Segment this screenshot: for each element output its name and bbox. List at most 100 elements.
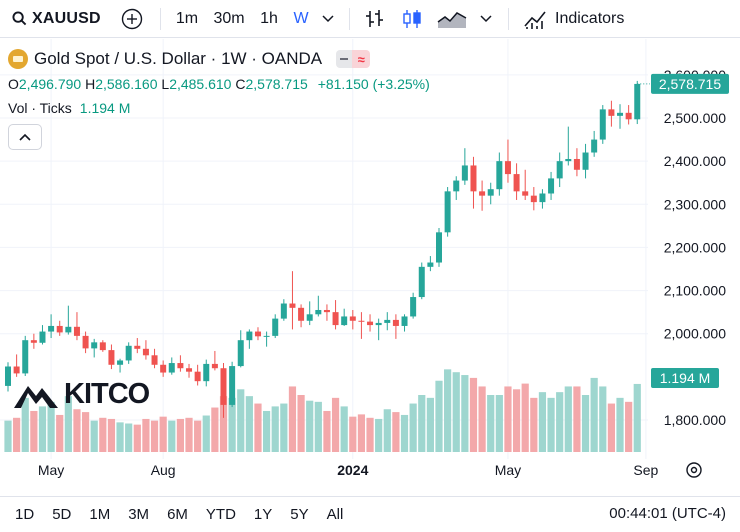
candle-body[interactable] bbox=[125, 345, 132, 361]
candle-body[interactable] bbox=[177, 363, 184, 369]
candle-body[interactable] bbox=[539, 193, 546, 203]
candle-body[interactable] bbox=[341, 316, 348, 326]
candle-body[interactable] bbox=[117, 360, 124, 365]
legend-controls[interactable]: ≈ bbox=[336, 50, 371, 68]
candle-body[interactable] bbox=[427, 262, 434, 267]
candle-body[interactable] bbox=[461, 165, 468, 181]
minus-icon[interactable] bbox=[336, 50, 353, 68]
candle-body[interactable] bbox=[5, 366, 11, 386]
interval-1m[interactable]: 1m bbox=[175, 9, 199, 27]
candle-body[interactable] bbox=[22, 340, 29, 374]
area-style-button[interactable] bbox=[430, 0, 474, 38]
candle-body[interactable] bbox=[436, 232, 442, 263]
candle-body[interactable] bbox=[375, 322, 382, 326]
chart-type-dropdown[interactable] bbox=[474, 0, 498, 38]
collapse-legend-button[interactable] bbox=[8, 124, 42, 150]
candle-body[interactable] bbox=[349, 316, 356, 321]
candle-body[interactable] bbox=[401, 316, 408, 326]
candle-body[interactable] bbox=[186, 368, 193, 372]
interval-1h[interactable]: 1h bbox=[260, 9, 278, 27]
candle-body[interactable] bbox=[82, 335, 89, 349]
candle-body[interactable] bbox=[315, 309, 322, 315]
candle-body[interactable] bbox=[591, 139, 598, 153]
candle-body[interactable] bbox=[39, 331, 46, 343]
range-3m[interactable]: 3M bbox=[128, 506, 150, 523]
candle-body[interactable] bbox=[65, 326, 72, 333]
candle-body[interactable] bbox=[504, 161, 511, 175]
price-chart[interactable]: 2,600.0002,500.0002,400.0002,300.0002,20… bbox=[0, 39, 740, 496]
symbol-search[interactable]: XAUUSD bbox=[0, 0, 110, 38]
interval-dropdown[interactable] bbox=[315, 0, 341, 38]
candle-body[interactable] bbox=[608, 109, 615, 116]
range-ytd[interactable]: YTD bbox=[205, 506, 236, 523]
candle-body[interactable] bbox=[254, 331, 261, 337]
range-1y[interactable]: 1Y bbox=[253, 506, 273, 523]
candle-body[interactable] bbox=[13, 366, 20, 374]
candle-body[interactable] bbox=[496, 161, 503, 190]
range-5d[interactable]: 5D bbox=[52, 506, 72, 523]
range-5y[interactable]: 5Y bbox=[290, 506, 309, 523]
candle-body[interactable] bbox=[263, 335, 270, 337]
candle-body[interactable] bbox=[470, 165, 477, 192]
settings-icon[interactable] bbox=[686, 462, 702, 478]
candle-body[interactable] bbox=[211, 363, 218, 369]
range-1m[interactable]: 1M bbox=[89, 506, 111, 523]
candle-body[interactable] bbox=[384, 319, 391, 323]
candle-body[interactable] bbox=[91, 342, 98, 349]
range-1d[interactable]: 1D bbox=[15, 506, 35, 523]
candle-body[interactable] bbox=[151, 355, 158, 365]
interval-weekly[interactable]: W bbox=[293, 9, 309, 27]
candle-body[interactable] bbox=[410, 297, 417, 317]
bar-style-button[interactable] bbox=[356, 0, 394, 38]
add-compare-button[interactable] bbox=[110, 0, 154, 38]
candle-body[interactable] bbox=[453, 180, 460, 192]
candle-body[interactable] bbox=[556, 161, 563, 179]
candle-body[interactable] bbox=[194, 371, 201, 382]
candle-body[interactable] bbox=[298, 307, 305, 321]
candle-body[interactable] bbox=[548, 178, 555, 194]
candle-body[interactable] bbox=[280, 303, 287, 319]
candle-body[interactable] bbox=[513, 174, 520, 192]
candle-body[interactable] bbox=[48, 325, 55, 332]
candle-body[interactable] bbox=[444, 191, 451, 233]
candle-body[interactable] bbox=[530, 195, 537, 203]
candle-style-button[interactable] bbox=[394, 0, 430, 38]
candle-body[interactable] bbox=[220, 368, 227, 405]
candle-body[interactable] bbox=[392, 319, 399, 326]
range-6m[interactable]: 6M bbox=[167, 506, 188, 523]
candle-body[interactable] bbox=[203, 363, 210, 382]
candle-body[interactable] bbox=[565, 158, 572, 162]
candle-body[interactable] bbox=[625, 112, 632, 120]
wave-icon[interactable]: ≈ bbox=[352, 50, 371, 68]
candle-body[interactable] bbox=[487, 189, 494, 196]
candle-body[interactable] bbox=[323, 309, 330, 313]
candle-body[interactable] bbox=[479, 191, 486, 196]
candle-body[interactable] bbox=[522, 191, 529, 196]
candle-body[interactable] bbox=[160, 364, 167, 373]
candle-body[interactable] bbox=[237, 340, 244, 367]
candle-body[interactable] bbox=[56, 325, 63, 333]
candle-body[interactable] bbox=[108, 350, 115, 365]
candle-body[interactable] bbox=[418, 266, 425, 298]
candle-body[interactable] bbox=[99, 342, 106, 351]
candle-body[interactable] bbox=[142, 348, 149, 356]
candle-body[interactable] bbox=[246, 331, 253, 341]
candle-body[interactable] bbox=[573, 158, 580, 170]
candle-body[interactable] bbox=[367, 321, 374, 326]
candle-body[interactable] bbox=[272, 318, 279, 336]
interval-30m[interactable]: 30m bbox=[213, 9, 245, 27]
candle-body[interactable] bbox=[582, 152, 589, 170]
candle-body[interactable] bbox=[358, 320, 365, 322]
indicators-button[interactable]: Indicators bbox=[515, 0, 632, 38]
candle-body[interactable] bbox=[634, 83, 641, 120]
candle-body[interactable] bbox=[289, 303, 296, 308]
candle-body[interactable] bbox=[73, 326, 80, 336]
candle-body[interactable] bbox=[306, 314, 313, 321]
range-all[interactable]: All bbox=[326, 506, 344, 523]
candle-body[interactable] bbox=[134, 345, 141, 349]
candle-body[interactable] bbox=[332, 312, 339, 326]
candle-body[interactable] bbox=[599, 109, 606, 140]
candle-body[interactable] bbox=[229, 366, 236, 405]
candle-body[interactable] bbox=[30, 340, 37, 343]
candle-body[interactable] bbox=[168, 363, 175, 373]
